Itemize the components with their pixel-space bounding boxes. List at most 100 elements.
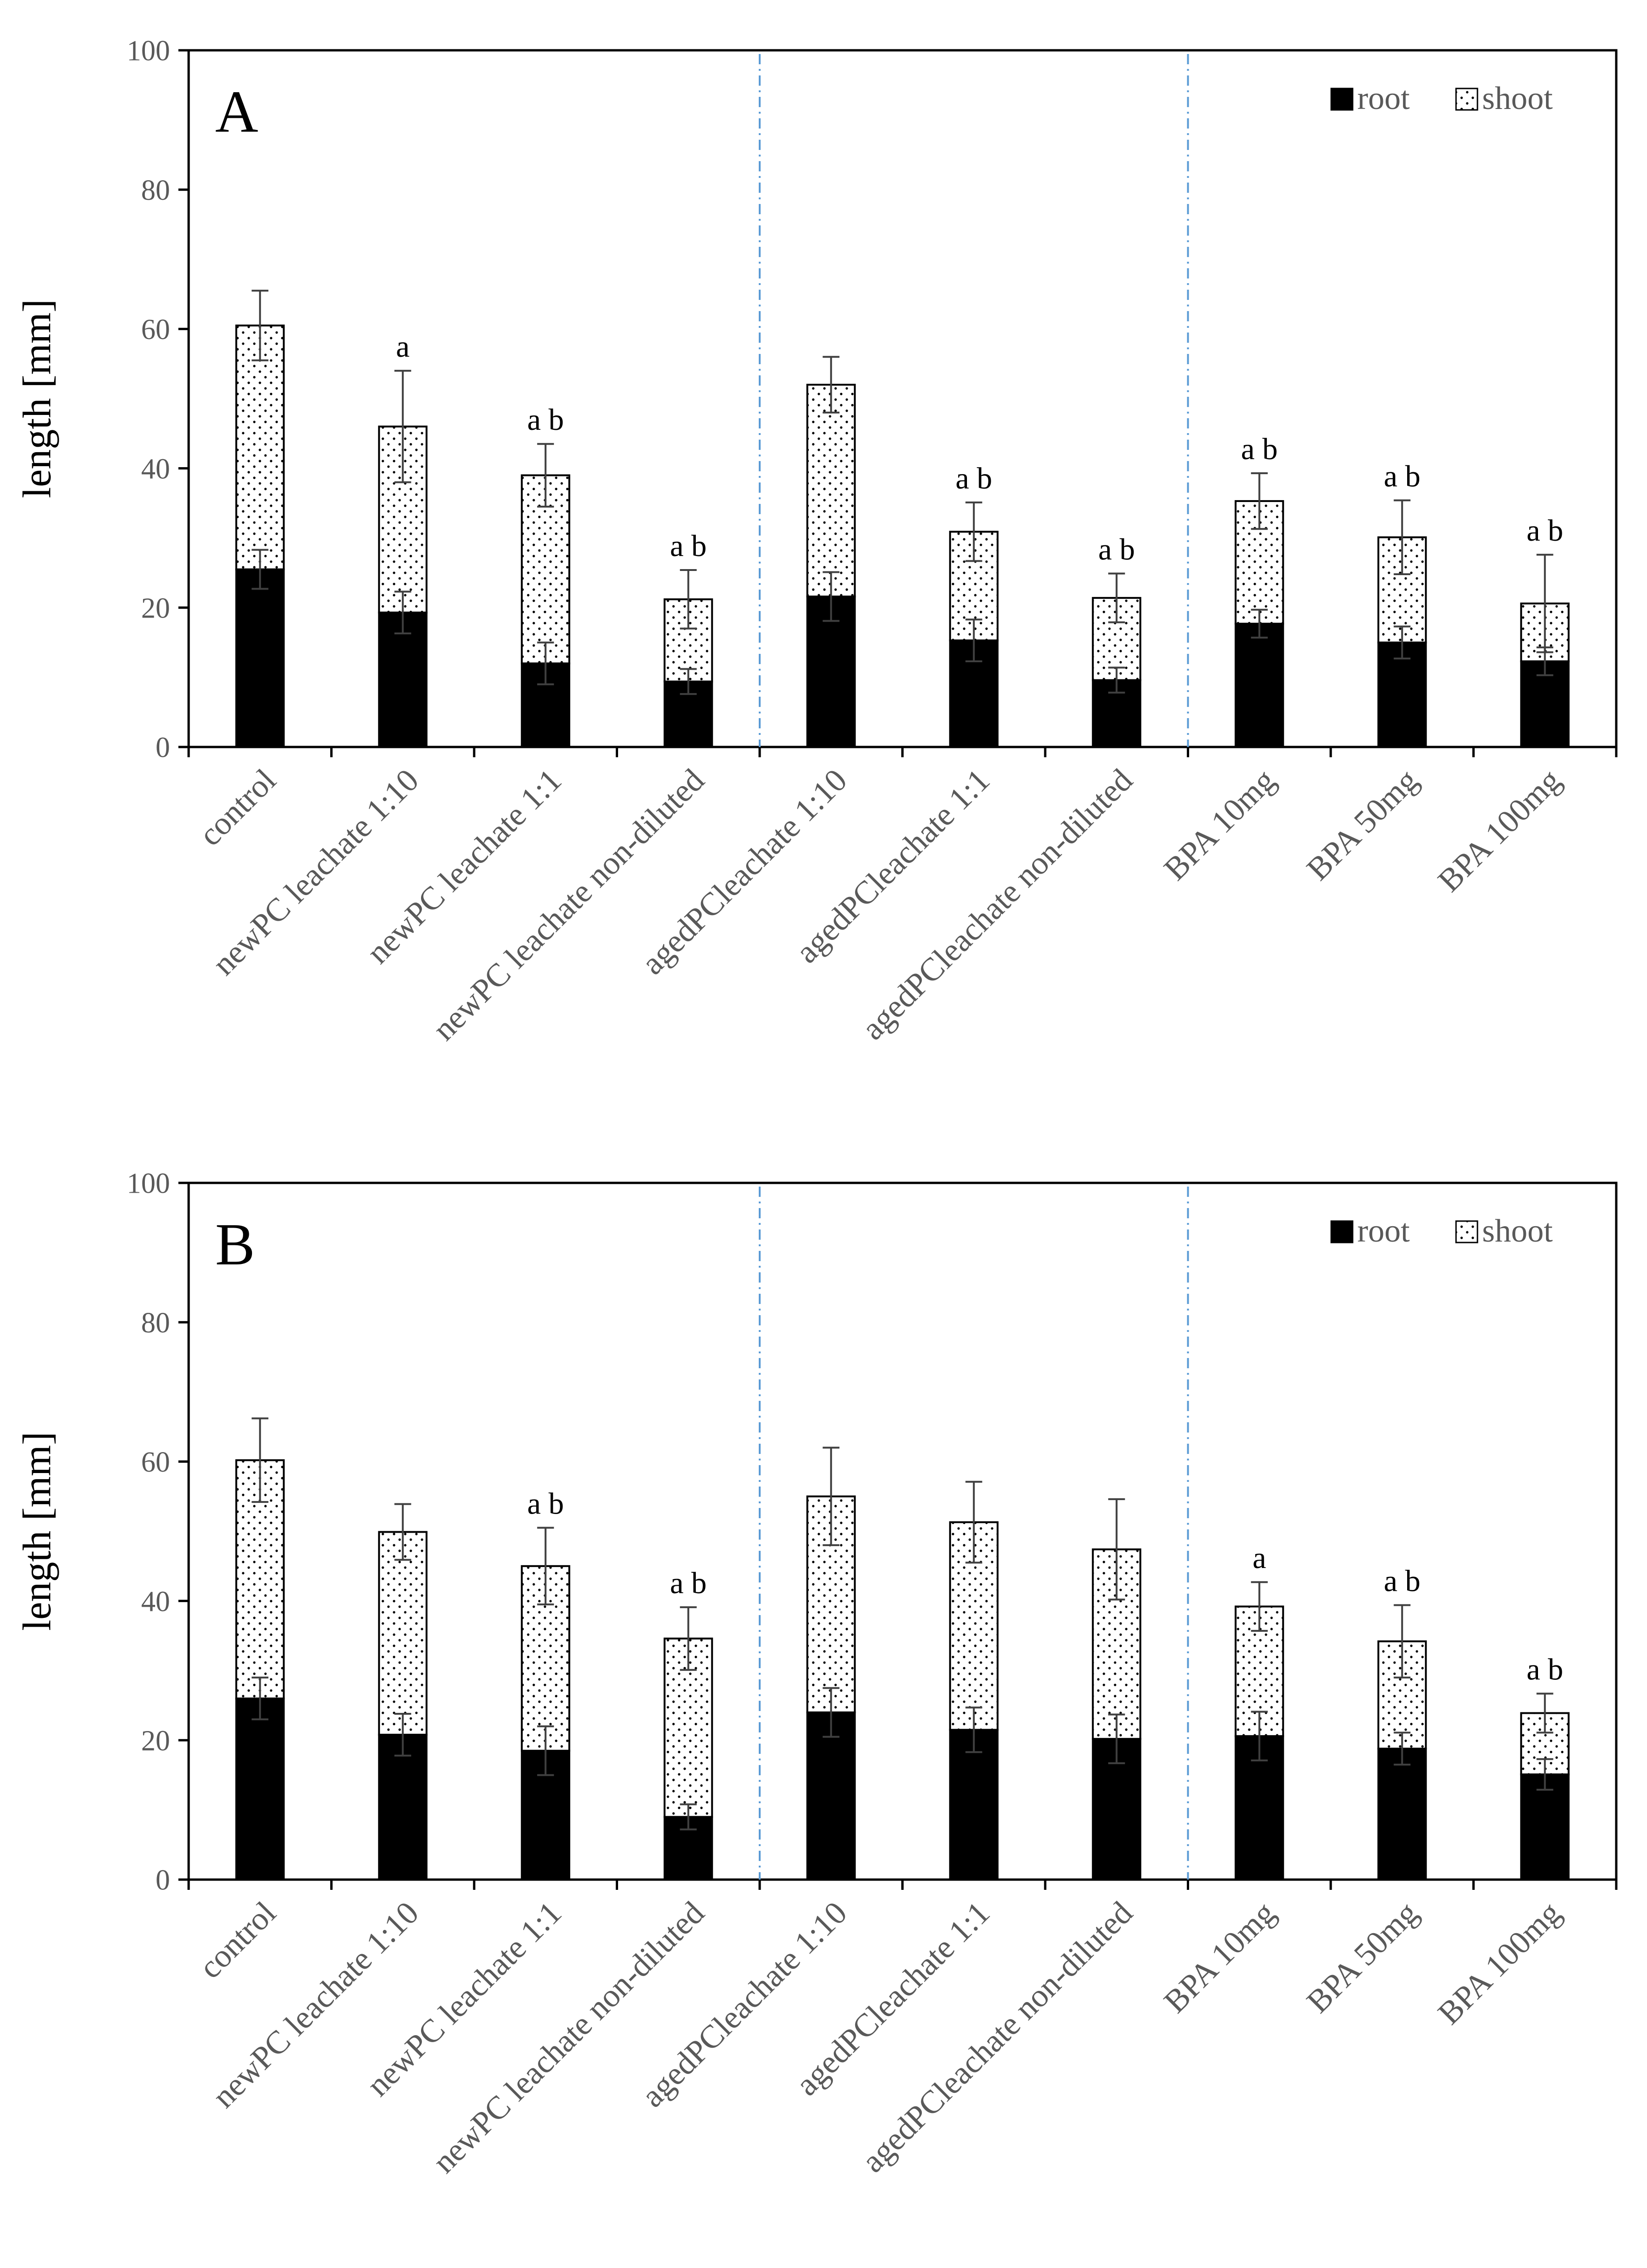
legend-swatch-root: [1330, 1220, 1354, 1243]
bar-shoot: [806, 384, 856, 598]
error-bar-shoot: [537, 443, 554, 508]
error-bar-root: [1251, 1711, 1268, 1762]
y-tick-label: 100: [127, 1168, 170, 1200]
x-tick-label: control: [192, 762, 283, 853]
bar-root: [806, 1711, 856, 1881]
error-bar-shoot: [680, 569, 697, 630]
bar-shoot: [235, 324, 285, 570]
significance-label: a b: [1384, 459, 1421, 493]
legend-swatch-shoot: [1455, 1220, 1478, 1243]
panel-label: A: [215, 79, 258, 145]
significance-label: a b: [670, 1566, 707, 1600]
bar-root: [1092, 679, 1142, 748]
error-bar-shoot: [823, 356, 840, 414]
legend-label-root: root: [1357, 1213, 1410, 1249]
error-bar-shoot: [680, 1606, 697, 1671]
significance-label: a b: [1098, 532, 1135, 566]
error-bar-shoot: [1394, 499, 1411, 575]
y-tick-label: 20: [141, 1725, 170, 1757]
bar-root: [1520, 1773, 1570, 1881]
legend-swatch-root: [1330, 88, 1354, 111]
error-bar-shoot: [1108, 1498, 1125, 1601]
y-tick-label: 0: [156, 1865, 170, 1896]
significance-label: a b: [527, 403, 564, 437]
x-tick-label: agedPCleachate non-diluted: [855, 1895, 1139, 2180]
error-bar-shoot: [1251, 472, 1268, 530]
error-bar-shoot: [965, 1480, 982, 1564]
bar-root: [235, 568, 285, 748]
x-tick-label: control: [192, 1895, 283, 1986]
significance-label: a b: [1526, 1653, 1563, 1687]
error-bar-root: [394, 1712, 411, 1757]
bar-root: [378, 1733, 428, 1881]
bar-root: [1520, 660, 1570, 748]
error-bar-root: [680, 1803, 697, 1831]
y-tick-label: 40: [141, 1586, 170, 1617]
x-tick-label: BPA 100mg: [1431, 1895, 1568, 2031]
significance-label: a b: [527, 1487, 564, 1521]
y-tick-label: 80: [141, 175, 170, 206]
x-tick-label: BPA 50mg: [1300, 762, 1425, 888]
y-tick-label: 60: [141, 1446, 170, 1478]
legend-label-root: root: [1357, 81, 1410, 116]
error-bar-root: [680, 668, 697, 695]
error-bar-root: [965, 1706, 982, 1753]
error-bar-root: [965, 618, 982, 662]
significance-label: a: [396, 330, 409, 364]
significance-label: a b: [670, 529, 707, 563]
y-tick-label: 20: [141, 593, 170, 625]
panel-label: B: [215, 1211, 255, 1277]
bar-root: [235, 1698, 285, 1881]
error-bar-shoot: [537, 1527, 554, 1606]
legend-swatch-shoot: [1455, 88, 1478, 111]
bar-shoot: [378, 1531, 428, 1736]
error-bar-shoot: [823, 1446, 840, 1546]
legend-label-shoot: shoot: [1482, 81, 1553, 116]
error-bar-root: [823, 571, 840, 622]
error-bar-shoot: [1536, 554, 1553, 653]
error-bar-shoot: [1108, 572, 1125, 624]
y-tick-label: 60: [141, 314, 170, 346]
error-bar-shoot: [252, 1417, 269, 1503]
y-axis-label: length [mm]: [14, 1432, 59, 1631]
x-tick-label: agedPCleachate non-diluted: [855, 762, 1139, 1047]
error-bar-shoot: [1251, 1581, 1268, 1632]
error-bar-root: [252, 1677, 269, 1720]
y-tick-label: 100: [127, 35, 170, 67]
error-bar-shoot: [394, 1503, 411, 1561]
significance-label: a b: [1526, 514, 1563, 548]
error-bar-root: [1108, 1713, 1125, 1765]
x-tick-label: BPA 10mg: [1157, 762, 1282, 888]
bar-root: [1234, 623, 1284, 748]
error-bar-shoot: [1536, 1692, 1553, 1734]
error-bar-root: [252, 549, 269, 590]
bar-root: [949, 1729, 999, 1881]
error-bar-root: [1251, 609, 1268, 639]
error-bar-shoot: [965, 501, 982, 562]
y-tick-label: 40: [141, 453, 170, 485]
x-tick-label: BPA 50mg: [1300, 1895, 1425, 2020]
bar-root: [378, 611, 428, 748]
x-tick-label: BPA 100mg: [1431, 762, 1568, 899]
legend-label-shoot: shoot: [1482, 1213, 1553, 1249]
error-bar-root: [1536, 1758, 1553, 1791]
significance-label: a b: [1384, 1564, 1421, 1598]
y-axis-label: length [mm]: [14, 299, 59, 498]
x-tick-label: newPC leachate non-diluted: [426, 1895, 712, 2180]
error-bar-root: [394, 591, 411, 635]
error-bar-root: [1108, 666, 1125, 694]
error-bar-root: [537, 1725, 554, 1776]
significance-label: a: [1252, 1541, 1266, 1575]
y-tick-label: 80: [141, 1307, 170, 1339]
error-bar-shoot: [1394, 1604, 1411, 1679]
x-tick-label: newPC leachate non-diluted: [426, 762, 712, 1048]
error-bar-shoot: [252, 290, 269, 361]
error-bar-root: [1394, 625, 1411, 660]
significance-label: a b: [955, 462, 992, 496]
y-tick-label: 0: [156, 732, 170, 764]
error-bar-root: [823, 1687, 840, 1738]
error-bar-root: [1394, 1732, 1411, 1766]
